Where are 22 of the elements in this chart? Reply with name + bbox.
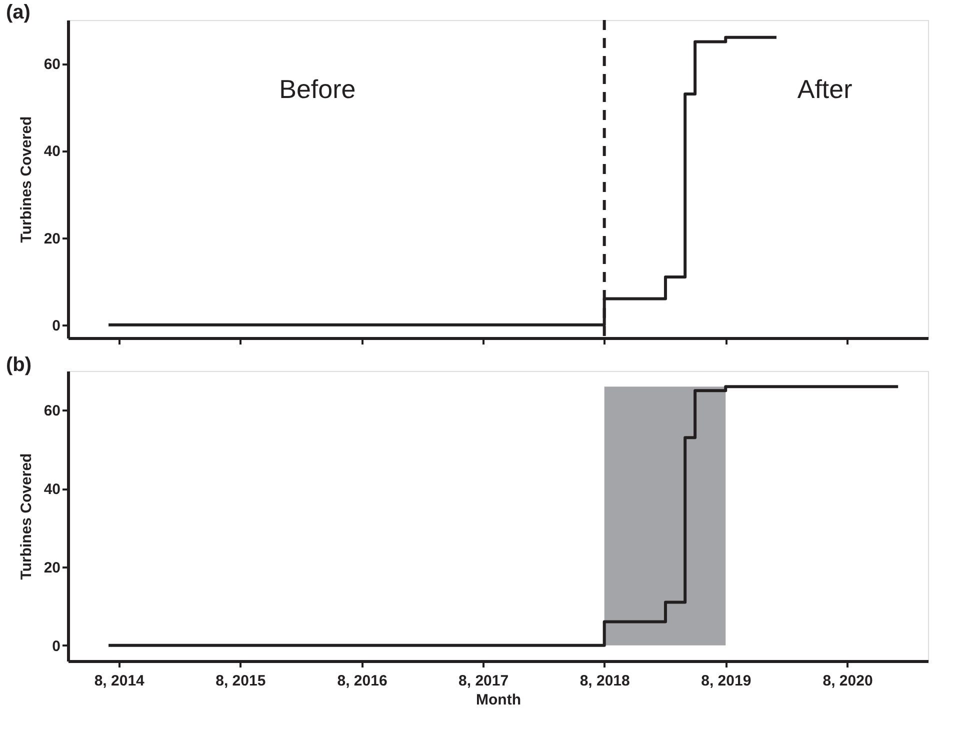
y-tick-label: 0 (52, 317, 60, 334)
annotation: After (797, 74, 853, 104)
chart-title: (a) (6, 2, 30, 24)
y-tick-label: 40 (44, 481, 60, 498)
x-tick-label: 8, 2019 (701, 672, 752, 690)
x-tick-label: 8, 2015 (216, 672, 266, 690)
x-tick-label: 8, 2020 (822, 672, 873, 690)
x-tick-label: 8, 2014 (94, 672, 146, 690)
y-axis-title: Turbines Covered (18, 453, 35, 580)
x-tick-label: 8, 2017 (458, 672, 509, 690)
y-tick-label: 20 (44, 559, 60, 576)
chart-title: (b) (6, 354, 32, 376)
annotation: Before (279, 74, 356, 104)
y-tick-label: 60 (44, 402, 60, 420)
y-tick-label: 40 (44, 143, 60, 160)
y-tick-label: 20 (44, 230, 60, 248)
x-axis-title: Month (476, 692, 521, 708)
x-tick-label: 8, 2016 (337, 672, 388, 690)
x-tick-label: 8, 2018 (580, 672, 630, 690)
y-tick-label: 60 (44, 56, 60, 74)
y-axis-title: Turbines Covered (18, 116, 35, 243)
y-tick-label: 0 (52, 638, 60, 655)
